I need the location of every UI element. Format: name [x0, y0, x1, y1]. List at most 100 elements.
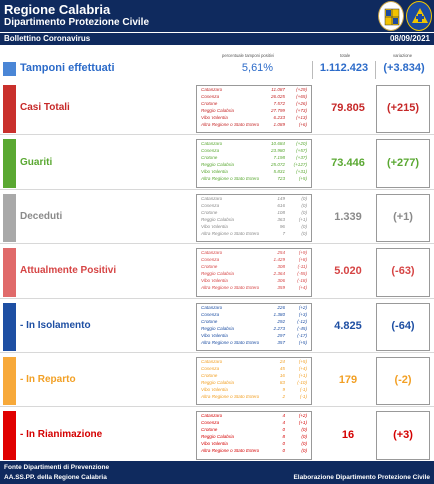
section-total: 5.020 — [334, 265, 362, 278]
province-name: Altra Regione o Stato Estero — [201, 230, 260, 236]
province-delta: (0) — [301, 448, 307, 454]
change-box — [376, 248, 430, 297]
province-name: Vibo Valentia — [201, 441, 228, 447]
province-delta: (0) — [301, 230, 307, 236]
province-name: Crotone — [201, 209, 218, 215]
province-value: 8 — [282, 434, 285, 440]
section-change: (-63) — [391, 265, 415, 278]
province-value: 83 — [279, 380, 285, 385]
province-delta: (-1) — [299, 387, 307, 392]
department-subtitle: Dipartimento Protezione Civile — [4, 17, 150, 28]
section-total: 1.339 — [334, 210, 362, 223]
section-label: Casi Totali — [20, 102, 70, 114]
province-name: Crotone — [201, 101, 218, 106]
stat-section: - In Isolamento Catanzaro 226 (+2) Cosenza 1.… — [0, 300, 434, 354]
section-color-bar — [3, 139, 16, 188]
breakdown-row: Altra Regione o Stato Estero 1.089 (+6) — [201, 122, 309, 129]
province-name: Vibo Valentia — [201, 332, 228, 338]
breakdown-row: Altra Regione o Stato Estero 2 (-1) — [201, 394, 309, 401]
percent-column-header: percentuale tamponi positivi — [222, 53, 274, 58]
section-total: 73.446 — [331, 156, 365, 169]
breakdown-row: Cosenza 1.380 (+3) — [201, 312, 309, 319]
province-value: 16 — [279, 373, 285, 378]
province-delta: (-17) — [297, 332, 307, 338]
breakdown-row: Crotone 16 (+1) — [201, 373, 309, 380]
province-name: Cosenza — [201, 366, 220, 371]
section-total: 16 — [341, 428, 355, 441]
section-color-bar — [3, 85, 16, 134]
stat-section: - In Rianimazione Catanzaro 4 (+2) Cosenza 4 (… — [0, 408, 434, 462]
section-label: - In Isolamento — [20, 319, 91, 331]
region-title: Regione Calabria — [4, 2, 111, 17]
province-delta: (0) — [301, 202, 307, 208]
province-delta: (+2) — [298, 304, 307, 310]
section-color-bar — [3, 302, 16, 351]
stat-section: Deceduti Catanzaro 149 (0) Cosenza 616 (0) Crot… — [0, 191, 434, 245]
tamponi-change: (+3.834) — [383, 62, 425, 74]
breakdown-row: Catanzaro 149 (0) — [201, 196, 309, 203]
change-box — [376, 139, 430, 188]
province-name: Altra Regione o Stato Estero — [201, 176, 260, 182]
breakdown-row: Catanzaro 226 (+2) — [201, 305, 309, 312]
province-name: Cosenza — [201, 311, 220, 317]
province-delta: (+20) — [296, 141, 307, 147]
breakdown-box — [196, 248, 312, 297]
province-delta: (-10) — [297, 380, 307, 385]
province-name: Cosenza — [201, 420, 220, 426]
province-value: 292 — [277, 318, 285, 324]
change-box — [376, 357, 430, 406]
province-value: 27.799 — [270, 108, 285, 113]
province-value: 308 — [277, 264, 285, 270]
province-value: 297 — [277, 332, 285, 338]
section-label: - In Rianimazione — [20, 428, 103, 440]
province-value: 7.198 — [273, 155, 286, 161]
breakdown-row: Vibo Valentia 6.233 (+13) — [201, 115, 309, 122]
breakdown-row: Reggio Calabria 2.364 (-55) — [201, 271, 309, 278]
breakdown-row: Altra Regione o Stato Estero 0 (0) — [201, 448, 309, 455]
section-separator — [0, 134, 434, 136]
breakdown-box — [196, 85, 312, 134]
province-value: 1.429 — [273, 257, 286, 263]
province-value: 0 — [282, 427, 285, 433]
province-delta: (+57) — [296, 148, 307, 154]
section-total: 179 — [338, 374, 358, 387]
province-delta: (-1) — [299, 394, 307, 399]
breakdown-row: Altra Regione o Stato Estero 357 (+5) — [201, 340, 309, 347]
breakdown-row: Cosenza 1.429 (+8) — [201, 257, 309, 264]
province-name: Reggio Calabria — [201, 380, 234, 385]
section-change: (+1) — [393, 210, 413, 223]
province-value: 10.684 — [270, 141, 285, 147]
province-name: Cosenza — [201, 94, 220, 99]
province-name: Crotone — [201, 155, 218, 161]
province-name: Vibo Valentia — [201, 169, 228, 175]
province-value: 226 — [277, 304, 285, 310]
province-delta: (+2) — [298, 413, 307, 419]
province-value: 1.089 — [273, 122, 286, 127]
change-box — [376, 302, 430, 351]
section-total: 4.825 — [334, 319, 362, 332]
province-value: 723 — [277, 176, 285, 182]
breakdown-row: Vibo Valentia 5.831 (+31) — [201, 169, 309, 176]
breakdown-row: Catanzaro 11.087 (+29) — [201, 87, 309, 94]
province-name: Cosenza — [201, 202, 220, 208]
province-value: 2 — [282, 394, 285, 399]
province-name: Catanzaro — [201, 413, 223, 419]
section-separator — [0, 297, 434, 299]
province-value: 26.025 — [270, 94, 285, 99]
province-value: 2.364 — [273, 271, 286, 277]
tamponi-marker — [3, 62, 16, 76]
province-delta: (+6) — [298, 122, 307, 127]
change-box — [376, 411, 430, 460]
breakdown-row: Crotone 308 (-11) — [201, 264, 309, 271]
civil-protection-icon — [406, 1, 432, 31]
breakdown-row: Cosenza 26.025 (+65) — [201, 94, 309, 101]
section-label: Guariti — [20, 156, 53, 168]
stat-section: Attualmente Positivi Catanzaro 254 (+9) Cose… — [0, 245, 434, 299]
province-delta: (+3) — [298, 311, 307, 317]
breakdown-row: Cosenza 4 (+1) — [201, 420, 309, 427]
change-box — [376, 85, 430, 134]
province-name: Altra Regione o Stato Estero — [201, 122, 260, 127]
breakdown-row: Catanzaro 254 (+9) — [201, 250, 309, 257]
province-delta: (+5) — [298, 359, 307, 364]
section-change: (+3) — [393, 428, 413, 441]
